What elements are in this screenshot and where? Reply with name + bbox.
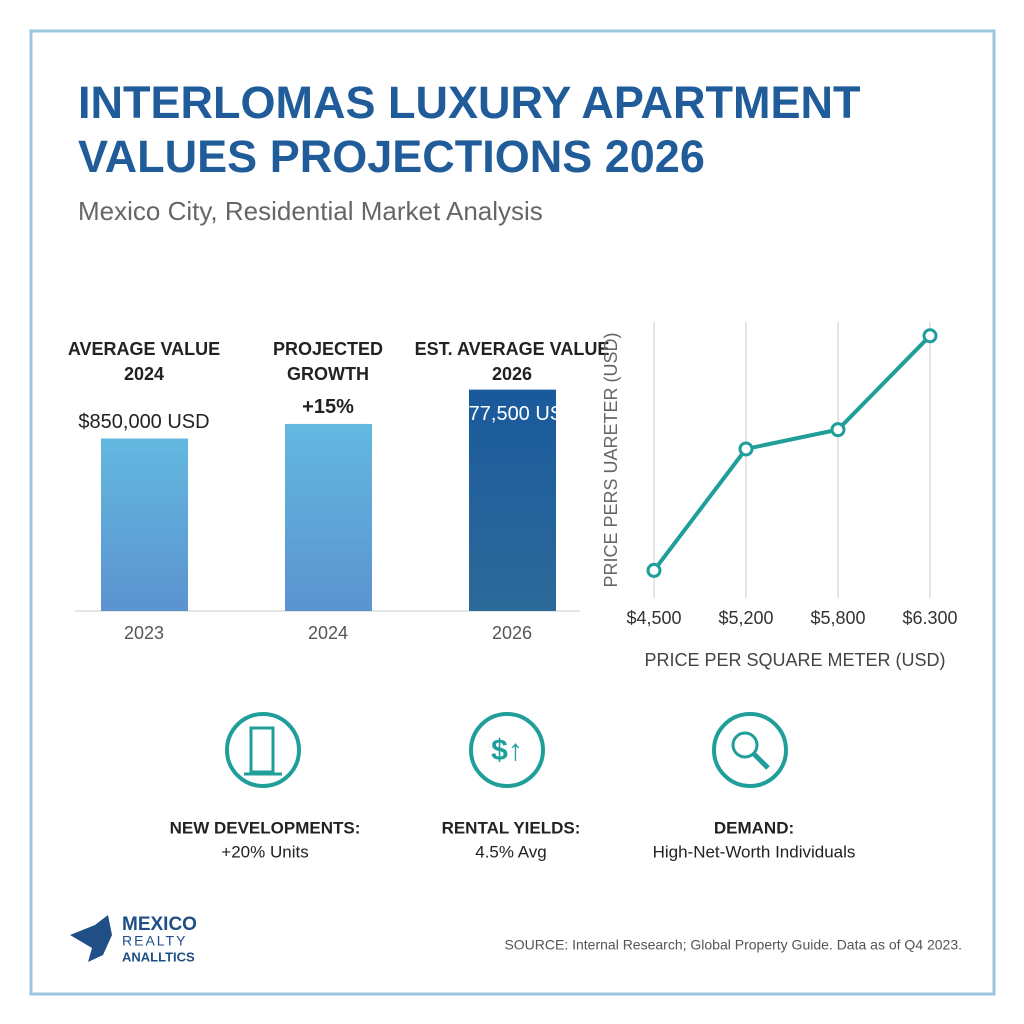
bar-header: 2024 — [124, 364, 164, 384]
stat-value: +20% Units — [221, 842, 308, 861]
point — [738, 441, 754, 457]
line — [652, 334, 932, 572]
point — [922, 328, 938, 344]
bar-header: 2026 — [492, 364, 532, 384]
bar-header: PROJECTED — [273, 339, 383, 359]
subtitle: Mexico City, Residential Market Analysis — [78, 196, 543, 226]
logo-text: REALTY — [122, 933, 187, 949]
bar — [469, 389, 556, 611]
x-tick-label: $5,200 — [718, 608, 773, 628]
bar — [101, 438, 188, 611]
source: SOURCE: Internal Research; Global Proper… — [504, 937, 962, 953]
x-tick-label: $5,800 — [810, 608, 865, 628]
stat-title: NEW DEVELOPMENTS: — [170, 818, 361, 837]
logo-text: ANALLTICS — [122, 949, 195, 964]
bar — [285, 423, 372, 611]
stat-value: 4.5% Avg — [475, 842, 547, 861]
logo-mark — [70, 915, 112, 962]
point — [646, 562, 662, 578]
logo-text: MEXICO — [122, 914, 197, 935]
icons — [225, 712, 788, 788]
y-axis-label: PRICE PERS UARETER (USD) — [601, 332, 621, 587]
x-axis-label: PRICE PER SQUARE METER (USD) — [644, 650, 945, 670]
x-tick-label: 2026 — [492, 623, 532, 643]
x-tick-label: 2024 — [308, 623, 348, 643]
x-tick-label: 2023 — [124, 623, 164, 643]
bar-label: $977,500 USD — [446, 403, 577, 425]
stat-title: RENTAL YIELDS: — [442, 818, 581, 837]
x-tick-label: $4,500 — [626, 608, 681, 628]
title: VALUES PROJECTIONS 2026 — [78, 131, 705, 182]
x-tick-label: $6.300 — [902, 608, 957, 628]
bar-label: $850,000 USD — [78, 411, 209, 433]
dollar-icon: $↑ — [491, 734, 523, 767]
stat-value: High-Net-Worth Individuals — [653, 842, 856, 861]
bar-header: AVERAGE VALUE — [68, 339, 220, 359]
title: INTERLOMAS LUXURY APARTMENT — [78, 77, 861, 128]
bar-header: GROWTH — [287, 364, 369, 384]
point — [830, 422, 846, 438]
bar-header: EST. AVERAGE VALUE — [415, 339, 610, 359]
bar-label: +15% — [302, 396, 354, 418]
stat-title: DEMAND: — [714, 818, 794, 837]
